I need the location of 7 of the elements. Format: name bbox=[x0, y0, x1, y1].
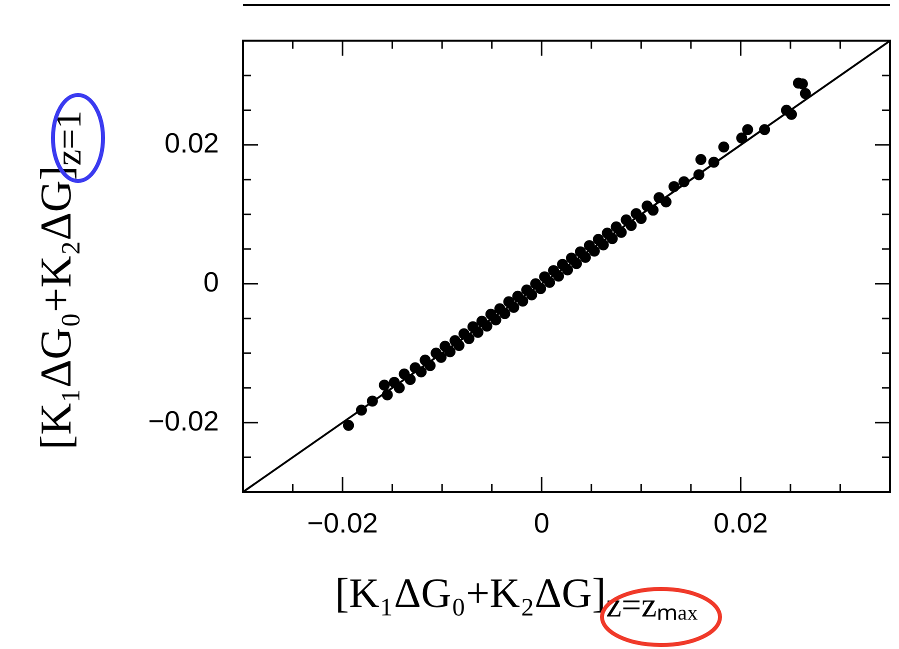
x-tick-label: 0.02 bbox=[713, 508, 768, 539]
y-tick-label: 0.02 bbox=[164, 128, 219, 159]
x-tick-label: −0.02 bbox=[307, 508, 378, 539]
x-axis-title: [K₁ΔG₀+K₂ΔG]$_{z=zₘₐₓ}$ bbox=[335, 570, 698, 626]
y-tick-label: −0.02 bbox=[148, 405, 219, 436]
y-tick-label: 0 bbox=[203, 266, 219, 298]
x-tick-label: 0 bbox=[534, 508, 550, 539]
